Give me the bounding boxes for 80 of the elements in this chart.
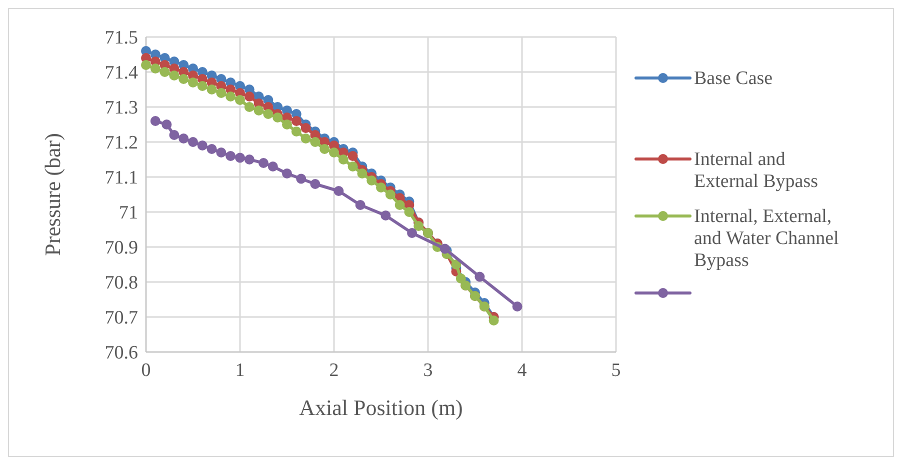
point [160,67,170,77]
y-tick-label: 70.7 [104,308,138,329]
point [456,274,466,284]
point [216,88,226,98]
point [178,134,189,144]
point [355,200,366,210]
point [329,148,339,158]
y-tick-label: 71 [119,202,138,224]
point [150,116,160,126]
point [320,144,330,154]
y-tick-label: 70.8 [104,272,138,294]
point [254,106,264,116]
x-tick-label: 0 [141,360,151,381]
point [512,302,522,312]
point [197,81,208,91]
point [235,152,245,163]
point [376,182,386,192]
point [394,200,405,210]
point [380,210,391,220]
point [244,92,254,102]
x-axis-title: Axial Position (m) [299,395,463,420]
point [141,60,151,70]
point [300,123,311,133]
y-tick-label: 70.6 [104,342,138,364]
point [404,207,414,217]
point [169,70,180,80]
legend-label: Internal, External, and Water Channel Bypass [694,206,839,271]
point [206,84,217,94]
y-tick-label: 71.2 [104,132,138,154]
point [258,158,268,168]
point [338,154,348,164]
point [244,154,254,164]
y-tick-label: 71.4 [104,62,138,84]
point [414,221,424,231]
point [474,272,485,282]
x-tick-label: 4 [517,360,528,381]
point [291,126,302,136]
point [188,78,198,88]
point [162,120,172,130]
y-tick-label: 71.5 [104,28,138,49]
point [310,179,320,189]
point [235,95,245,105]
point [296,174,306,184]
legend-label: Internal and External Bypass [694,149,818,192]
point [263,109,274,119]
y-tick-label: 71.1 [104,168,138,189]
point [366,176,377,186]
point [282,168,292,178]
point [451,260,462,270]
point [244,102,254,112]
point [178,74,189,84]
point [334,186,344,196]
x-tick-label: 3 [423,360,433,381]
point [188,137,198,147]
point [268,162,278,172]
y-tick-label: 71.3 [104,98,138,119]
point [310,137,320,147]
point [385,190,396,200]
point [348,162,358,172]
point [226,92,236,102]
point [300,134,311,144]
point [226,151,236,161]
x-tick-label: 1 [235,360,245,381]
y-tick-label: 70.9 [104,238,138,259]
point [357,168,368,178]
y-axis-title: Pressure (bar) [40,133,65,256]
x-tick-label: 2 [329,360,339,381]
point [282,120,292,130]
point [206,144,217,154]
point [197,140,208,150]
point [272,112,283,122]
point [348,151,358,161]
point [291,116,302,126]
x-tick-label: 5 [611,360,621,381]
point [169,130,180,140]
point [150,64,160,74]
point [407,228,418,238]
point [216,148,226,158]
point [488,316,499,326]
legend-label: Base Case [694,68,773,89]
